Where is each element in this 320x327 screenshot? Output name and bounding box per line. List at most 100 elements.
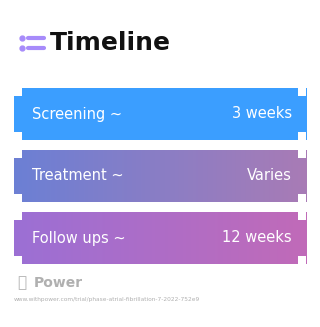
Bar [277,150,278,202]
Bar [214,88,216,140]
Bar [253,88,255,140]
Bar [17,88,18,140]
Bar [119,212,121,264]
Bar [178,212,179,264]
Bar [194,150,196,202]
Bar [100,88,102,140]
Text: Follow ups ~: Follow ups ~ [32,231,126,246]
Wedge shape [298,186,306,194]
Bar [189,88,191,140]
Bar [186,150,188,202]
Bar [58,150,59,202]
Bar [245,88,246,140]
Bar [252,150,254,202]
Bar [213,212,215,264]
Bar [97,212,98,264]
Bar [141,88,143,140]
Bar [14,212,15,264]
Bar [138,212,139,264]
Bar [70,150,72,202]
Bar [108,150,110,202]
Bar [28,212,30,264]
Bar [69,150,71,202]
Bar [14,194,22,202]
Bar [180,150,181,202]
Bar [140,212,141,264]
Bar [163,212,164,264]
Bar [28,88,29,140]
Text: www.withpower.com/trial/phase-atrial-fibrillation-7-2022-752e9: www.withpower.com/trial/phase-atrial-fib… [14,298,200,302]
Bar [26,150,27,202]
Bar [131,212,132,264]
Bar [64,88,65,140]
Bar [103,150,104,202]
Bar [99,212,100,264]
Bar [230,88,232,140]
Bar [94,88,95,140]
Bar [268,88,269,140]
Bar [193,150,195,202]
Bar [210,212,211,264]
Bar [239,150,240,202]
Bar [80,212,82,264]
Bar [268,212,269,264]
Bar [98,88,99,140]
Bar [56,212,57,264]
Bar [219,212,220,264]
Bar [270,88,271,140]
Bar [189,150,191,202]
Bar [90,150,92,202]
Bar [175,150,176,202]
Bar [51,88,52,140]
Bar [61,150,62,202]
Bar [146,150,148,202]
Bar [46,150,48,202]
Bar [86,150,87,202]
Bar [207,88,208,140]
Bar [158,212,160,264]
Bar [255,88,257,140]
Bar [161,88,163,140]
Bar [114,212,116,264]
Bar [304,150,306,202]
Bar [166,212,167,264]
Bar [102,150,103,202]
Bar [153,212,155,264]
Bar [169,150,170,202]
Bar [290,88,291,140]
Bar [110,150,112,202]
Bar [54,150,55,202]
Bar [173,150,174,202]
Bar [33,150,34,202]
Bar [89,88,91,140]
Bar [195,212,196,264]
Bar [229,88,231,140]
Bar [251,88,252,140]
Bar [113,88,115,140]
Bar [42,212,44,264]
Bar [253,150,255,202]
Bar [238,88,239,140]
Bar [157,88,158,140]
Bar [298,256,306,264]
Bar [252,212,253,264]
Bar [228,212,230,264]
Bar [186,88,188,140]
Bar [176,212,177,264]
Bar [299,212,301,264]
Bar [100,150,101,202]
Bar [139,212,140,264]
Bar [53,88,54,140]
Bar [227,88,228,140]
Bar [81,88,83,140]
Bar [36,150,38,202]
Bar [200,88,201,140]
Bar [282,212,283,264]
Bar [240,150,241,202]
Bar [212,88,213,140]
Bar [262,212,264,264]
Bar [267,88,268,140]
Bar [192,88,194,140]
Bar [118,212,120,264]
Bar [111,212,113,264]
